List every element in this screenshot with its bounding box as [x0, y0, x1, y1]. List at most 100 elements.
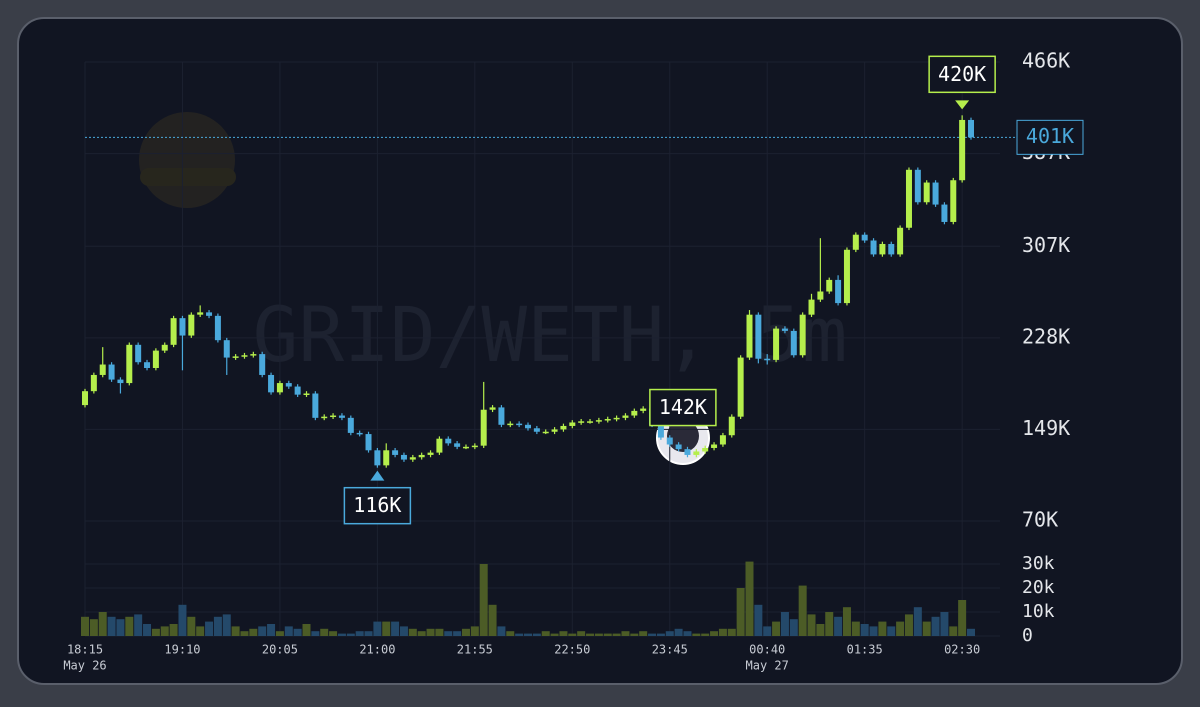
volume-tick-label: 30k	[1022, 553, 1055, 574]
candle-body	[578, 421, 585, 423]
volume-bar	[922, 621, 931, 636]
candle-body	[436, 438, 443, 453]
volume-bar	[267, 624, 276, 636]
volume-bar	[497, 626, 506, 636]
candle-body	[773, 328, 780, 360]
volume-bar	[701, 633, 710, 636]
candle-body	[923, 182, 930, 203]
volume-bar	[772, 621, 781, 636]
volume-bar	[515, 633, 524, 636]
volume-bar	[816, 624, 825, 636]
candle-body	[817, 291, 824, 300]
candle-body	[117, 379, 124, 384]
volume-bar	[417, 631, 426, 636]
volume-bar	[798, 585, 807, 636]
candle-body	[303, 393, 310, 395]
volume-bar	[949, 626, 958, 636]
candle-body	[170, 318, 177, 345]
candle-body	[790, 330, 797, 356]
volume-bar	[125, 616, 134, 636]
volume-bar	[151, 628, 160, 636]
candle-body	[206, 312, 213, 316]
candle-body	[471, 445, 478, 448]
candle-body	[746, 314, 753, 358]
volume-bar	[967, 628, 975, 636]
candle-body	[808, 299, 815, 315]
volume-bar	[249, 628, 258, 636]
candle-body	[551, 429, 558, 432]
candle-body	[711, 444, 718, 448]
y-tick-label: 307K	[1022, 233, 1070, 257]
panel	[17, 17, 1183, 685]
candle-body	[826, 279, 833, 292]
candle-body	[897, 227, 904, 255]
logo	[139, 112, 236, 208]
x-tick-label: 18:15	[67, 643, 103, 657]
date-label: May 27	[746, 659, 789, 673]
candle-body	[356, 432, 363, 435]
candle-body	[241, 355, 248, 357]
x-tick-label: 02:30	[944, 643, 980, 657]
candle-body	[427, 452, 434, 455]
candle-body	[595, 420, 602, 422]
volume-bar	[665, 631, 674, 636]
volume-bar	[842, 607, 851, 636]
annotation-label: 116K	[353, 493, 401, 517]
volume-bar	[639, 631, 648, 636]
candle-body	[285, 383, 292, 387]
candle-body	[454, 443, 461, 447]
x-tick-label: 21:55	[457, 643, 493, 657]
volume-bar	[692, 633, 701, 636]
candle-body	[728, 416, 735, 436]
volume-bar	[656, 633, 665, 636]
volume-bar	[399, 626, 408, 636]
candle-body	[197, 312, 204, 315]
candle-body	[179, 318, 186, 336]
volume-bar	[187, 616, 196, 636]
volume-bar	[780, 612, 789, 636]
candle-body	[480, 409, 487, 446]
candle-body	[516, 423, 523, 426]
y-tick-label: 228K	[1022, 324, 1070, 348]
volume-bar	[329, 631, 338, 636]
volume-bar	[346, 633, 355, 636]
candle-body	[799, 314, 806, 356]
candle-body	[861, 234, 868, 241]
volume-bar	[807, 614, 816, 636]
volume-bar	[284, 626, 293, 636]
volume-bar	[648, 633, 657, 636]
candle-body	[560, 425, 567, 430]
volume-bar	[586, 633, 595, 636]
candle-body	[161, 344, 168, 351]
candle-body	[214, 315, 221, 341]
x-tick-label: 01:35	[847, 643, 883, 657]
volume-bar	[337, 633, 346, 636]
volume-bar	[878, 621, 887, 636]
volume-bar	[825, 612, 834, 636]
candle-body	[312, 393, 319, 418]
volume-bar	[940, 612, 949, 636]
volume-bar	[488, 604, 497, 636]
volume-bar	[178, 604, 187, 636]
annotation-box	[928, 55, 996, 94]
volume-bar	[718, 628, 727, 636]
volume-bar	[275, 631, 284, 636]
volume-bar	[763, 626, 772, 636]
volume-bar	[461, 628, 470, 636]
volume-bar	[736, 588, 745, 636]
annotation-box	[649, 388, 717, 427]
volume-bar	[621, 631, 630, 636]
volume-bar	[568, 633, 577, 636]
candle-body	[914, 169, 921, 203]
volume-bar	[426, 628, 435, 636]
candle-body	[657, 424, 664, 438]
volume-bar	[373, 621, 382, 636]
annotation-box	[343, 486, 412, 525]
date-label: May 26	[63, 659, 106, 673]
candle-body	[622, 415, 629, 418]
x-tick-label: 00:40	[749, 643, 785, 657]
volume-bar	[98, 612, 107, 636]
volume-bar	[869, 626, 878, 636]
candle-body	[445, 438, 452, 444]
